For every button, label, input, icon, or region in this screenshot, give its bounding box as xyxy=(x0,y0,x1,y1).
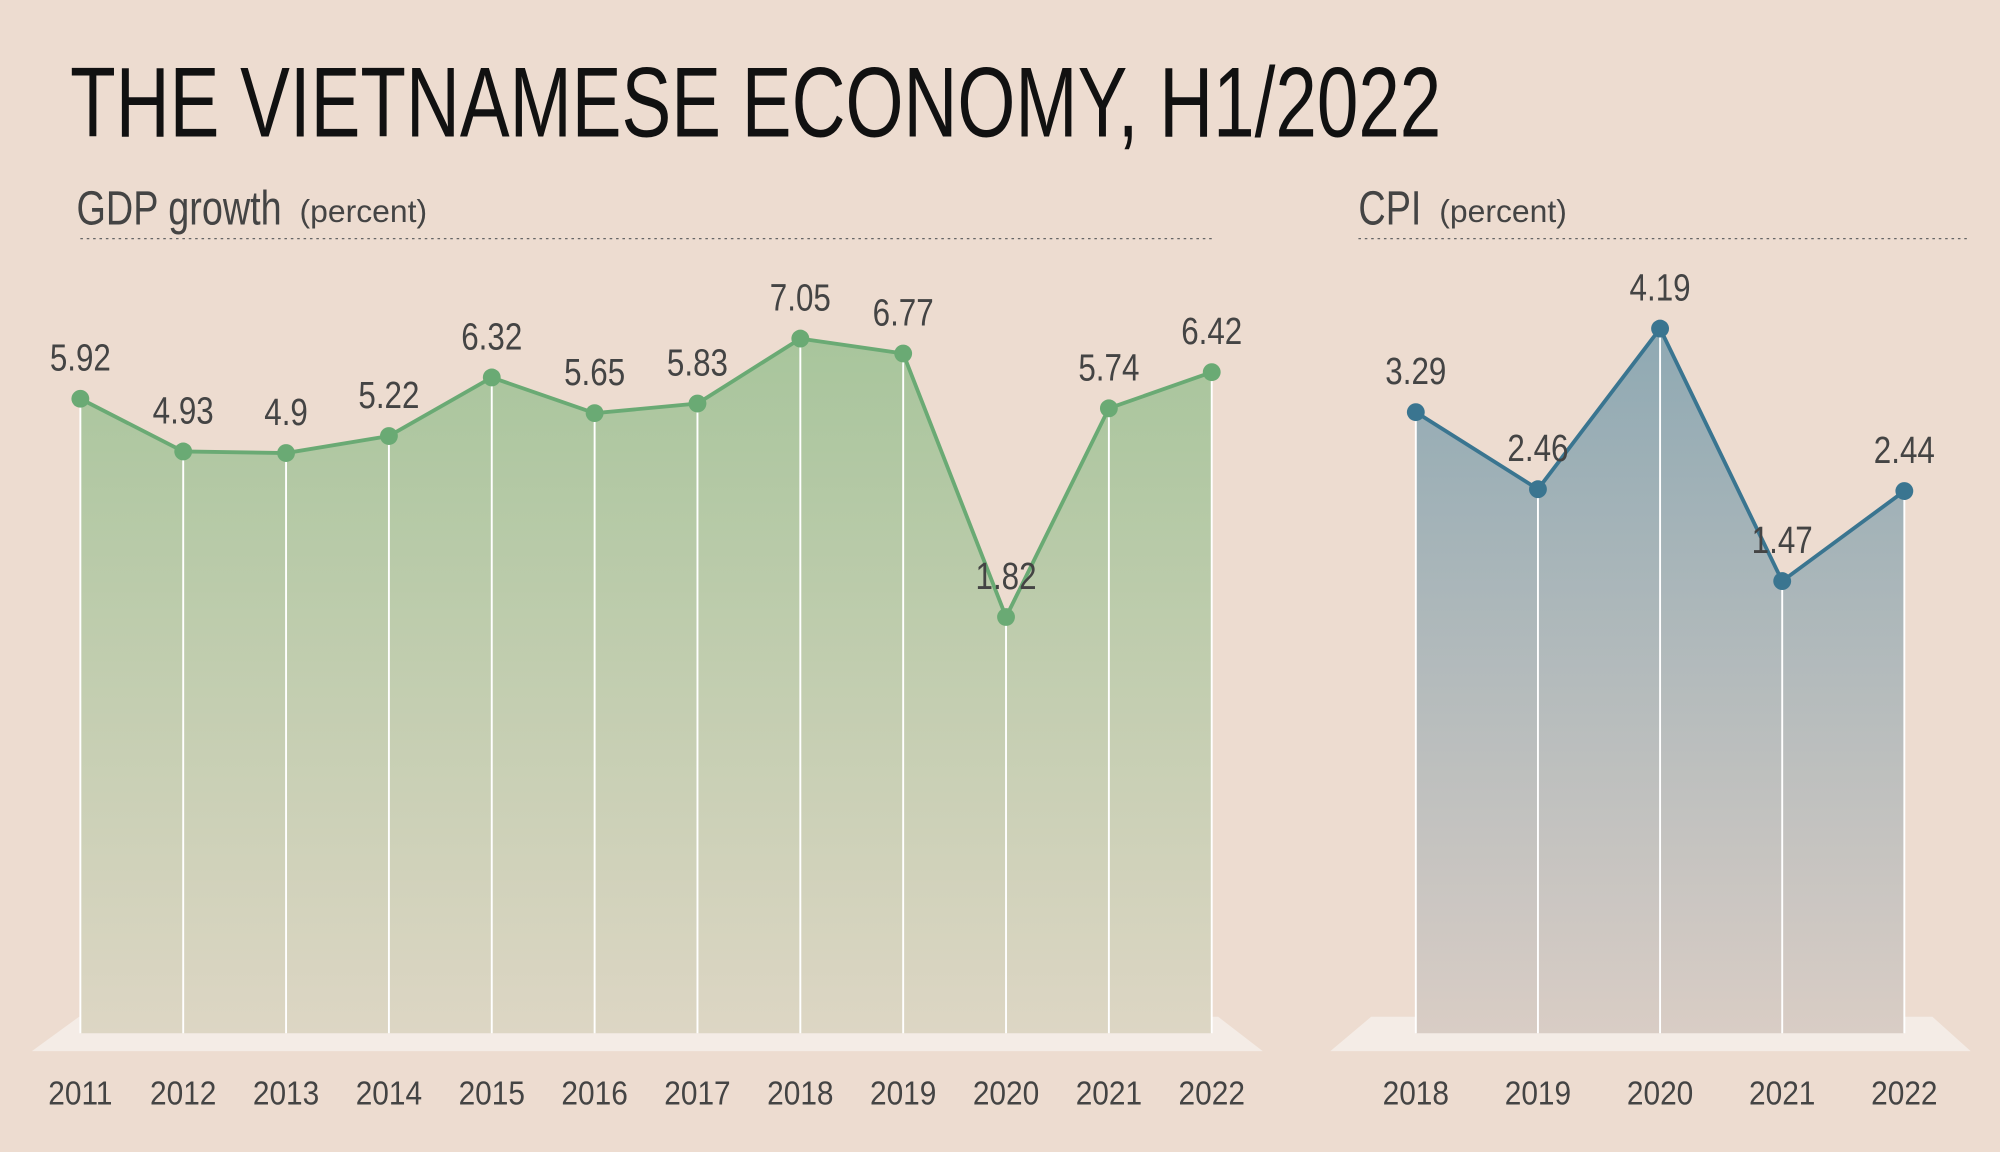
value-label: 5.22 xyxy=(358,374,419,417)
chart-title: GDP growth xyxy=(77,182,282,236)
point xyxy=(379,427,398,445)
x-tick-label: 2020 xyxy=(973,1074,1039,1112)
value-label: 7.05 xyxy=(770,277,831,320)
main-title: THE VIETNAMESE ECONOMY, H1/2022 xyxy=(70,48,1441,159)
chart-title: CPI xyxy=(1358,182,1421,236)
point xyxy=(585,404,604,423)
value-label: 5.65 xyxy=(564,351,625,394)
x-tick-label: 2018 xyxy=(767,1074,833,1112)
value-label: 6.77 xyxy=(873,292,934,335)
point xyxy=(71,389,90,408)
x-tick-label: 2013 xyxy=(253,1074,319,1112)
x-tick-label: 2011 xyxy=(48,1074,112,1112)
point xyxy=(688,394,707,413)
value-label: 1.82 xyxy=(975,555,1036,598)
unit-label: (percent) xyxy=(1439,193,1567,229)
area xyxy=(80,338,1212,1034)
point xyxy=(174,442,193,461)
x-tick-label: 2019 xyxy=(1505,1074,1571,1112)
value-label: 2.44 xyxy=(1874,429,1935,472)
x-tick-label: 2022 xyxy=(1871,1074,1937,1112)
point xyxy=(791,329,810,348)
x-tick-label: 2021 xyxy=(1749,1074,1815,1112)
x-tick-label: 2015 xyxy=(459,1074,525,1112)
point xyxy=(1202,363,1221,382)
value-label: 5.92 xyxy=(50,337,111,380)
x-tick-label: 2022 xyxy=(1179,1074,1245,1112)
x-tick-label: 2019 xyxy=(870,1074,936,1112)
x-tick-label: 2012 xyxy=(150,1074,216,1112)
x-tick-label: 2020 xyxy=(1627,1074,1693,1112)
point xyxy=(1099,399,1118,418)
value-label: 2.46 xyxy=(1507,427,1568,470)
x-tick-label: 2016 xyxy=(561,1074,627,1112)
point xyxy=(277,444,295,462)
value-label: 3.29 xyxy=(1385,350,1446,393)
point xyxy=(482,368,501,387)
value-label: 6.32 xyxy=(461,315,522,358)
value-label: 5.83 xyxy=(667,342,728,385)
value-label: 1.47 xyxy=(1752,519,1813,562)
value-label: 4.9 xyxy=(264,391,308,434)
x-tick-label: 2014 xyxy=(356,1074,422,1112)
point xyxy=(997,608,1015,626)
x-tick-label: 2017 xyxy=(664,1074,730,1112)
point xyxy=(1406,403,1425,422)
value-label: 4.19 xyxy=(1630,267,1691,310)
point xyxy=(1529,480,1547,499)
x-tick-label: 2018 xyxy=(1383,1074,1449,1112)
point xyxy=(1651,319,1670,338)
unit-label: (percent) xyxy=(300,193,428,229)
line xyxy=(79,336,1213,622)
value-label: 5.74 xyxy=(1078,346,1139,389)
point xyxy=(1773,572,1792,591)
value-label: 6.42 xyxy=(1181,310,1242,353)
point xyxy=(894,344,913,363)
x-tick-label: 2021 xyxy=(1076,1074,1142,1112)
value-label: 4.93 xyxy=(153,389,214,432)
point xyxy=(1895,482,1914,500)
